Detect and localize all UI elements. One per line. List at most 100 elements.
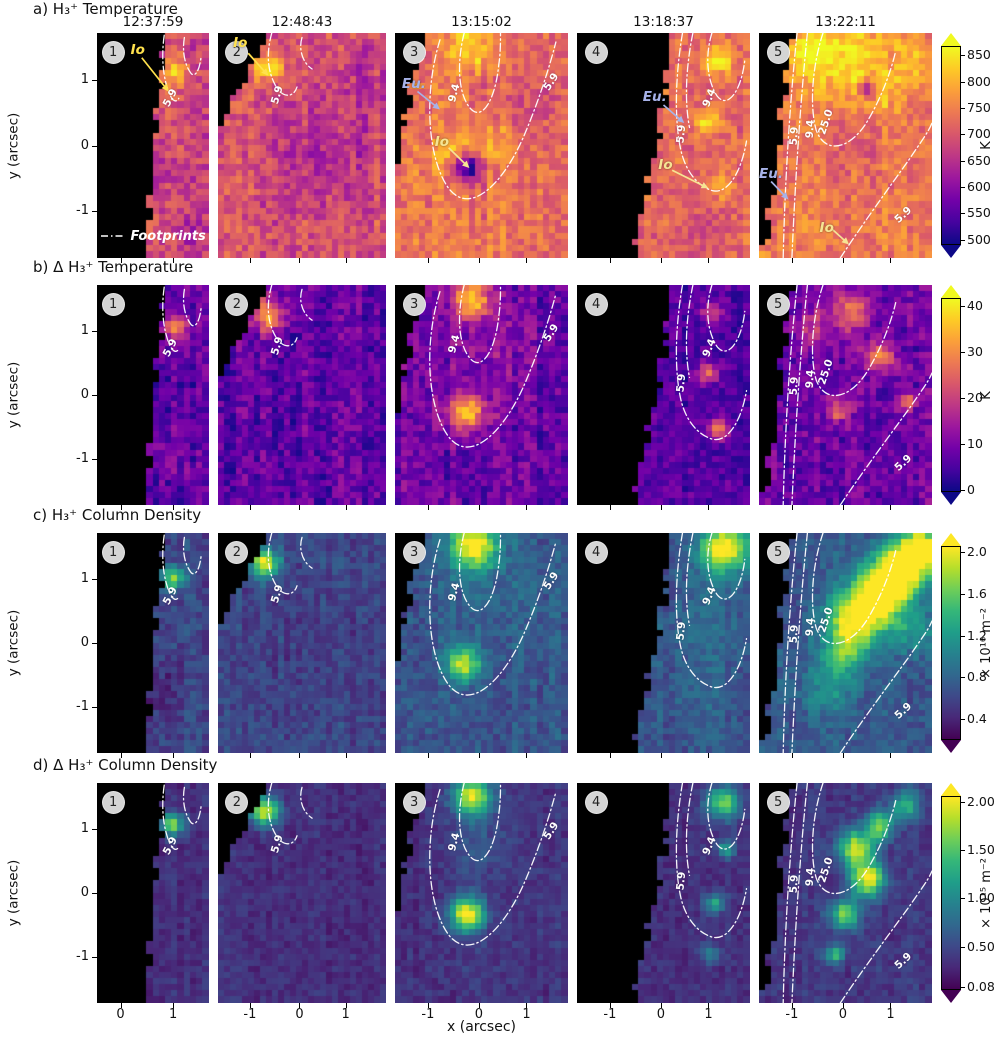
contour-level-label: 5.9 [787,873,801,894]
x-tick-mark [345,258,347,263]
x-tick-label: 0 [838,1007,848,1022]
x-tick-mark [842,753,844,758]
panel-number-badge: 5 [767,293,789,315]
x-tick-mark [791,1003,793,1008]
timestamp-5: 13:22:11 [815,14,876,30]
heatmap-canvas-b1 [97,285,209,505]
y-tick-mark [92,706,97,708]
x-tick-mark [609,258,611,263]
heatmap-canvas-b2 [218,285,386,505]
x-tick-label: 1 [341,1007,350,1022]
contour-level-label: 5.9 [674,621,689,642]
y-tick-mark [92,210,97,212]
heatmap-panel-c5: 25.0 9.4 5.9 5.9 5 [759,533,932,753]
x-tick-mark [842,1003,844,1008]
contour-level-label: 5.9 [787,623,801,644]
contour-level-label: 5.9 [674,123,689,144]
colorbar-tick-mark [961,352,965,354]
y-tick-label: 0 [80,137,89,153]
colorbar-arrow-bottom [941,492,961,505]
x-tick-mark [791,505,793,510]
x-tick-mark [890,753,892,758]
colorbar-tick-mark [961,635,965,637]
x-tick-mark [708,753,710,758]
panel-number-badge: 5 [767,791,789,813]
panel-number-badge: 3 [403,541,425,563]
colorbar-unit-wrap-b: K [973,285,999,505]
colorbar-tick-label: 1.6 [967,585,987,601]
x-tick-mark [708,258,710,263]
panel-number-badge: 1 [102,293,124,315]
panel-number-badge: 5 [767,541,789,563]
x-tick-mark [249,753,251,758]
panel-number-badge: 3 [403,293,425,315]
colorbar-tick-label: 750 [967,100,991,116]
colorbar-unit-label: K [978,390,994,400]
colorbar-tick-label: 2.0 [967,544,987,560]
panel-number-badge: 1 [102,791,124,813]
colorbar-tick-mark [961,81,965,83]
x-tick-label: 1 [169,1007,178,1022]
heatmap-canvas-d4 [577,783,750,1003]
colorbar-tick-mark [961,108,965,110]
panel-number-badge: 5 [767,42,789,63]
colorbar-tick-mark [961,898,965,900]
y-axis-label: y (arcsec) [5,859,21,927]
heatmap-panel-a1: 5.9 1 Io Footprints [97,33,209,258]
footprints-legend: Footprints [101,229,206,244]
y-tick-mark [92,579,97,581]
timestamp-3: 13:15:02 [451,14,512,30]
y-tick-mark [92,829,97,831]
colorbar-unit-wrap-c: × 10¹⁶ m⁻² [973,533,999,753]
y-axis-label: y (arcsec) [5,112,21,179]
panel-number-badge: 3 [403,42,425,63]
y-axis-label-wrap-d: y (arcsec) [0,783,26,1003]
x-tick-mark [299,505,301,510]
x-tick-mark [890,1003,892,1008]
heatmap-panel-b5: 25.0 9.4 5.9 5.9 5 [759,285,932,505]
timestamp-2: 12:48:43 [271,14,333,30]
colorbar-tick-mark [961,552,965,554]
x-tick-label: 0 [295,1007,304,1022]
colorbar-tick-label: 600 [967,179,991,195]
colorbar-arrow-top [941,533,961,546]
x-tick-mark [526,505,528,510]
x-tick-mark [708,505,710,510]
y-tick-mark [92,643,97,644]
colorbar-tick-label: 650 [967,152,991,168]
heatmap-panel-c2: 5.9 2 [218,533,386,753]
panel-number-badge: 2 [226,541,248,563]
colorbar-tick-mark [961,489,965,491]
colorbar-tick-label: 30 [967,344,983,360]
x-tick-mark [660,505,662,510]
row-title-a: a) H₃⁺ Temperature [33,0,178,18]
colorbar-tick-label: 2.00 [967,793,995,809]
panel-number-badge: 4 [585,791,607,813]
panel-number-badge: 1 [102,541,124,563]
colorbar-tick-mark [961,801,965,803]
y-tick-label: 1 [80,72,89,88]
x-tick-mark [660,258,662,263]
x-tick-mark [842,505,844,510]
x-tick-mark [478,1003,480,1008]
colorbar-tick-mark [961,160,965,162]
x-tick-mark [708,1003,710,1008]
io-label: Io [434,134,450,151]
timestamp-4: 13:18:37 [633,14,694,30]
colorbar-tick-label: 0.4 [967,711,987,727]
colorbar-tick-label: 800 [967,73,991,89]
panel-number-badge: 4 [585,42,607,63]
x-tick-mark [249,505,251,510]
panel-number-badge: 3 [403,791,425,813]
row-title-c: c) H₃⁺ Column Density [33,506,202,524]
heatmap-panel-c4: 9.4 5.9 4 [577,533,750,753]
colorbar-tick-mark [961,213,965,215]
colorbar-d [941,796,961,990]
colorbar-a [941,46,961,245]
colorbar-tick-mark [961,719,965,721]
y-tick-mark [92,331,97,333]
colorbar-arrow-bottom [941,740,961,753]
x-tick-label: 0 [656,1007,666,1022]
contour-level-label: 9.4 [803,867,817,887]
colorbar-tick-mark [961,443,965,445]
